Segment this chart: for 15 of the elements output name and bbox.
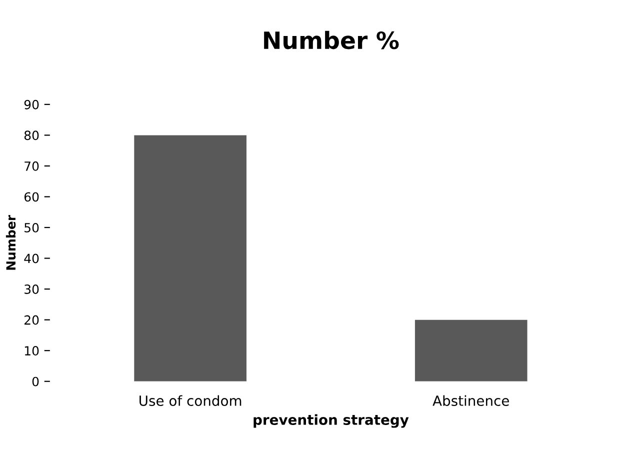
y-tick-label: 70 — [24, 161, 39, 171]
y-axis-title: Number — [6, 214, 16, 270]
y-tick-label: 80 — [24, 130, 39, 140]
y-tick-label: 30 — [24, 284, 39, 294]
y-tick-label: 50 — [24, 222, 39, 232]
x-tick-label: Use of condom — [140, 395, 242, 406]
y-tick-label: 10 — [24, 346, 39, 356]
y-tick-label: 0 — [32, 376, 39, 386]
y-tick-label: 20 — [24, 315, 39, 325]
y-tick-label: 60 — [24, 192, 39, 202]
y-tick-label: 40 — [24, 254, 39, 264]
y-tick-label: 90 — [24, 100, 39, 110]
x-axis-title: prevention strategy — [254, 414, 409, 428]
chart-title: Number % — [264, 30, 399, 50]
x-tick-label: Abstinence — [432, 395, 509, 406]
